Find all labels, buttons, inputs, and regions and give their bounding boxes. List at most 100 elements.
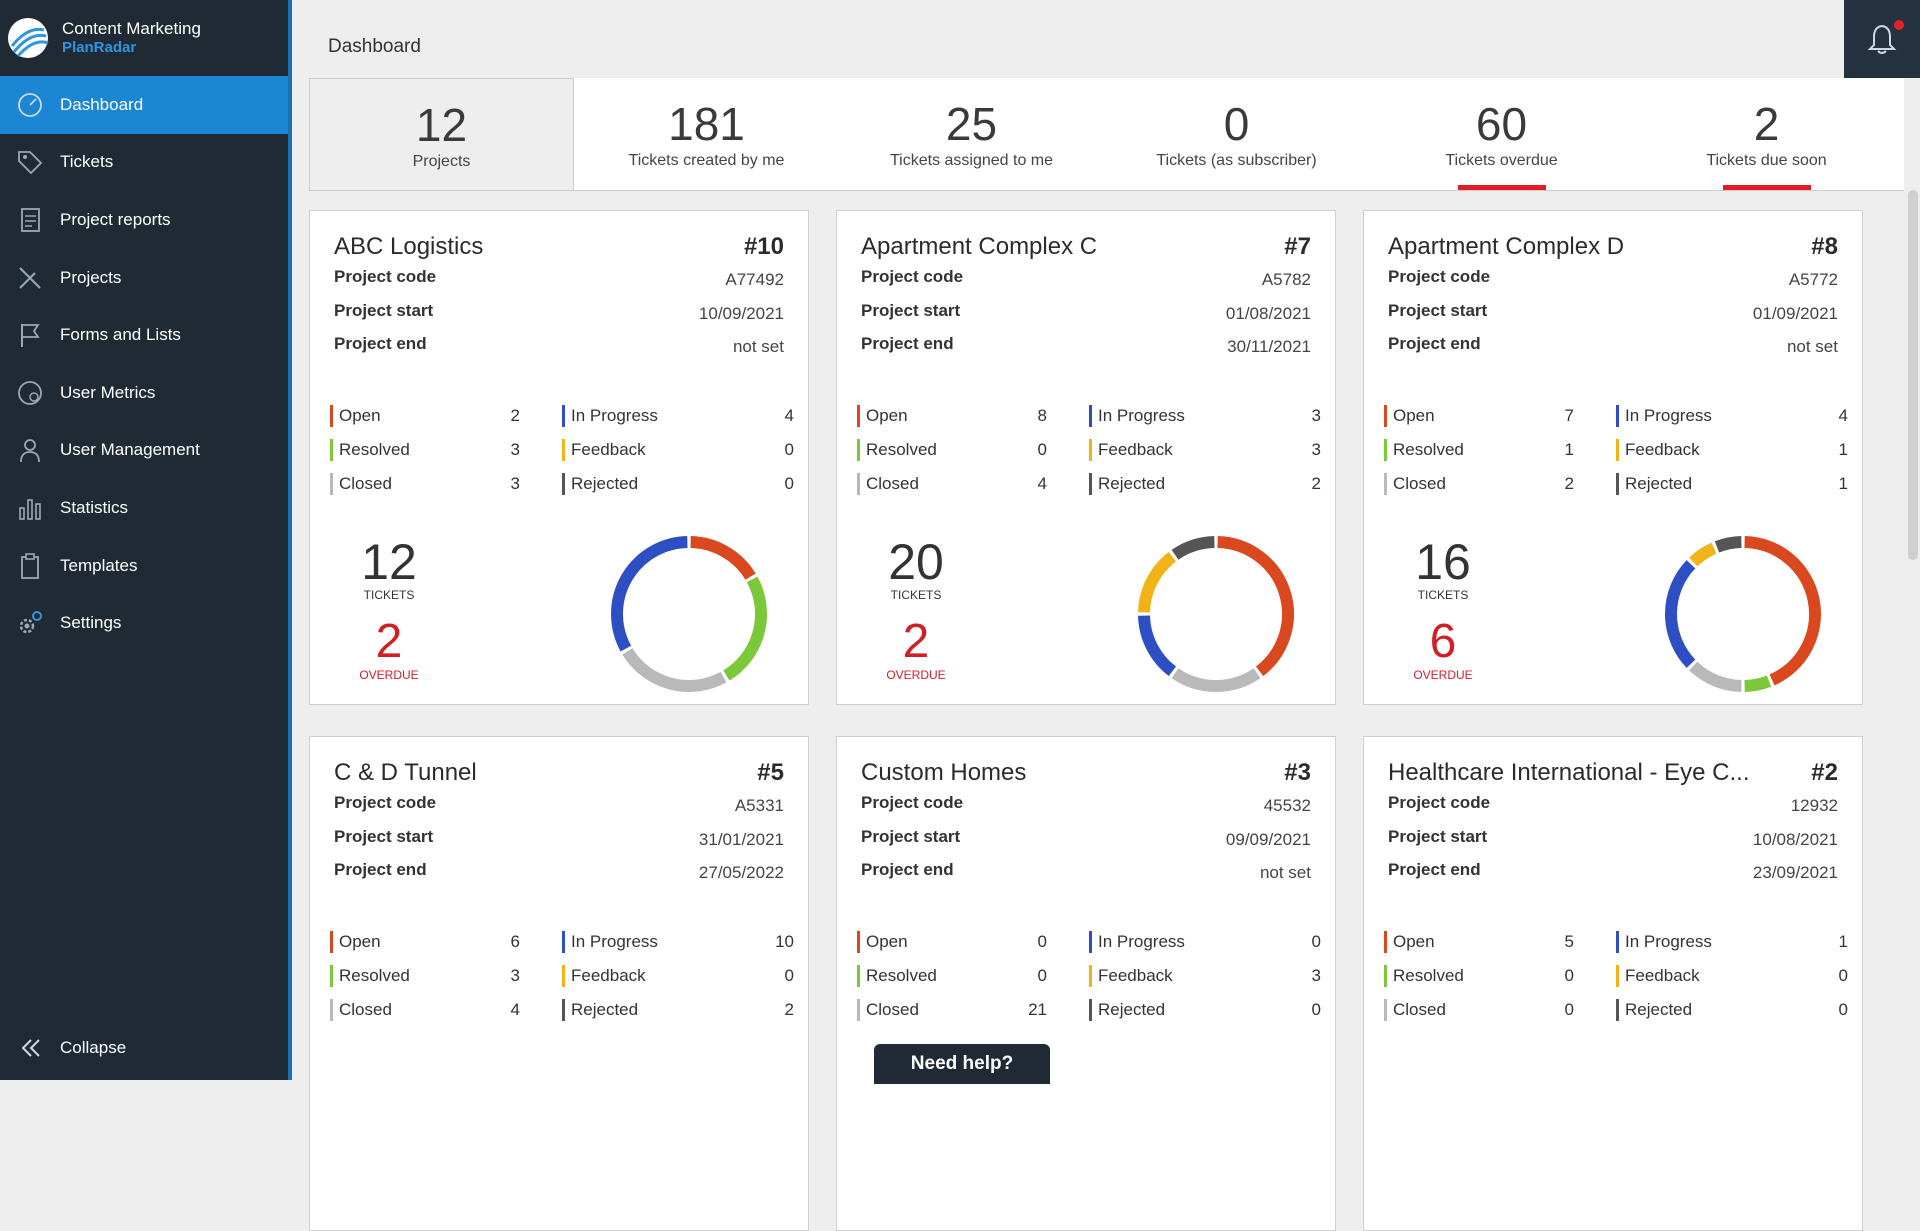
sidebar-item-forms-and-lists[interactable]: Forms and Lists [0,306,288,364]
sidebar-item-project-reports[interactable]: Project reports [0,191,288,249]
status-open[interactable]: Open 7 [1384,405,1574,427]
status-label: Open [1393,932,1435,951]
status-feedback[interactable]: Feedback 0 [1616,965,1848,987]
donut-segment-open[interactable] [690,536,756,580]
status-count: 3 [1311,406,1321,425]
stat-value: 2 [1753,98,1780,150]
status-rejected[interactable]: Rejected 0 [1089,999,1321,1021]
sidebar-item-user-management[interactable]: User Management [0,422,288,480]
meta-value: A5772 [1788,270,1838,289]
status-rejected[interactable]: Rejected 0 [562,473,794,495]
status-closed[interactable]: Closed 4 [857,473,1047,495]
status-feedback[interactable]: Feedback 1 [1616,439,1848,461]
project-card[interactable]: ABC Logistics #10 Project code A77492 Projec… [309,210,809,705]
status-feedback[interactable]: Feedback 3 [1089,439,1321,461]
project-card[interactable]: Apartment Complex D #8 Project code A5772 Pr… [1363,210,1863,705]
status-count: 0 [1564,966,1574,985]
donut-segment-closed[interactable] [1171,668,1261,692]
status-closed[interactable]: Closed 0 [1384,999,1574,1021]
sidebar-item-projects[interactable]: Projects [0,249,288,307]
alert-underline [1722,185,1811,190]
stat-tickets-due-soon[interactable]: 2 Tickets due soon [1634,78,1899,190]
donut-segment-feedback[interactable] [1689,542,1717,567]
donut-segment-rejected[interactable] [1714,536,1742,553]
status-count: 0 [1037,932,1047,951]
donut-segment-in-progress[interactable] [1665,560,1696,668]
status-feedback[interactable]: Feedback 0 [562,965,794,987]
donut-segment-in-progress[interactable] [1138,615,1177,677]
meta-label: Project end [861,860,954,879]
sidebar-item-templates[interactable]: Templates [0,537,288,595]
project-card[interactable]: Apartment Complex C #7 Project code A5782 Pr… [836,210,1336,705]
status-closed[interactable]: Closed 21 [857,999,1047,1021]
status-in-progress[interactable]: In Progress 10 [562,931,794,953]
status-rejected[interactable]: Rejected 1 [1616,473,1848,495]
donut-segment-feedback[interactable] [1138,551,1177,613]
scrollbar[interactable] [1908,190,1918,560]
status-closed[interactable]: Closed 2 [1384,473,1574,495]
status-open[interactable]: Open 5 [1384,931,1574,953]
project-card[interactable]: Healthcare International - Eye C... #2 Pro… [1363,736,1863,1231]
collapse-button[interactable]: Collapse [0,1024,288,1072]
stat-tickets-assigned[interactable]: 25 Tickets assigned to me [839,78,1104,190]
status-in-progress[interactable]: In Progress 1 [1616,931,1848,953]
sidebar-item-statistics[interactable]: Statistics [0,479,288,537]
status-count: 4 [784,406,794,425]
donut-segment-closed[interactable] [622,648,727,692]
sidebar-item-dashboard[interactable]: Dashboard [0,76,288,134]
status-resolved[interactable]: Resolved 0 [1384,965,1574,987]
status-resolved[interactable]: Resolved 3 [330,439,520,461]
project-id: #3 [1284,759,1311,786]
status-in-progress[interactable]: In Progress 0 [1089,931,1321,953]
need-help-button[interactable]: Need help? [874,1044,1050,1084]
stat-tickets-subscriber[interactable]: 0 Tickets (as subscriber) [1104,78,1369,190]
status-open[interactable]: Open 2 [330,405,520,427]
status-breakdown: Open 6 In Progress 10 Resolved 3 Feedback 0 Clos… [330,925,794,1027]
project-card[interactable]: Custom Homes #3 Project code 45532 Project s… [836,736,1336,1231]
donut-segment-rejected[interactable] [1171,536,1215,560]
ticket-status-donut[interactable] [604,529,774,699]
status-open[interactable]: Open 6 [330,931,520,953]
brand[interactable]: Content Marketing PlanRadar [0,0,288,76]
status-feedback[interactable]: Feedback 3 [1089,965,1321,987]
ticket-status-donut[interactable] [1131,529,1301,699]
status-rejected[interactable]: Rejected 2 [1089,473,1321,495]
status-resolved[interactable]: Resolved 1 [1384,439,1574,461]
donut-segment-open[interactable] [1217,536,1294,677]
status-count: 3 [510,474,520,493]
sidebar-item-user-metrics[interactable]: User Metrics [0,364,288,422]
donut-segment-in-progress[interactable] [611,536,688,652]
stat-tickets-overdue[interactable]: 60 Tickets overdue [1369,78,1634,190]
ticket-status-donut[interactable] [1658,529,1828,699]
meta-value: 09/09/2021 [1225,830,1311,849]
status-resolved[interactable]: Resolved 0 [857,965,1047,987]
notifications-button[interactable] [1844,0,1920,78]
status-in-progress[interactable]: In Progress 3 [1089,405,1321,427]
status-closed[interactable]: Closed 4 [330,999,520,1021]
donut-segment-closed[interactable] [1689,661,1742,692]
project-card[interactable]: C & D Tunnel #5 Project code A5331 Project s… [309,736,809,1231]
status-label: Closed [339,474,392,493]
status-in-progress[interactable]: In Progress 4 [1616,405,1848,427]
sidebar-item-label: User Management [60,440,200,460]
status-count: 1 [1838,440,1848,459]
status-in-progress[interactable]: In Progress 4 [562,405,794,427]
status-label: Feedback [1625,966,1700,985]
status-rejected[interactable]: Rejected 0 [1616,999,1848,1021]
status-label: Closed [1393,1000,1446,1019]
status-closed[interactable]: Closed 3 [330,473,520,495]
status-open[interactable]: Open 0 [857,931,1047,953]
status-feedback[interactable]: Feedback 0 [562,439,794,461]
status-resolved[interactable]: Resolved 0 [857,439,1047,461]
donut-segment-resolved[interactable] [723,576,767,681]
stat-tickets-created[interactable]: 181 Tickets created by me [574,78,839,190]
donut-segment-open[interactable] [1744,536,1821,686]
status-rejected[interactable]: Rejected 2 [562,999,794,1021]
sidebar-item-settings[interactable]: Settings [0,594,288,652]
stat-projects[interactable]: 12 Projects [309,78,574,190]
sidebar-item-tickets[interactable]: Tickets [0,134,288,192]
donut-segment-resolved[interactable] [1744,675,1772,692]
status-resolved[interactable]: Resolved 3 [330,965,520,987]
meta-value: 12932 [1790,796,1838,815]
status-open[interactable]: Open 8 [857,405,1047,427]
